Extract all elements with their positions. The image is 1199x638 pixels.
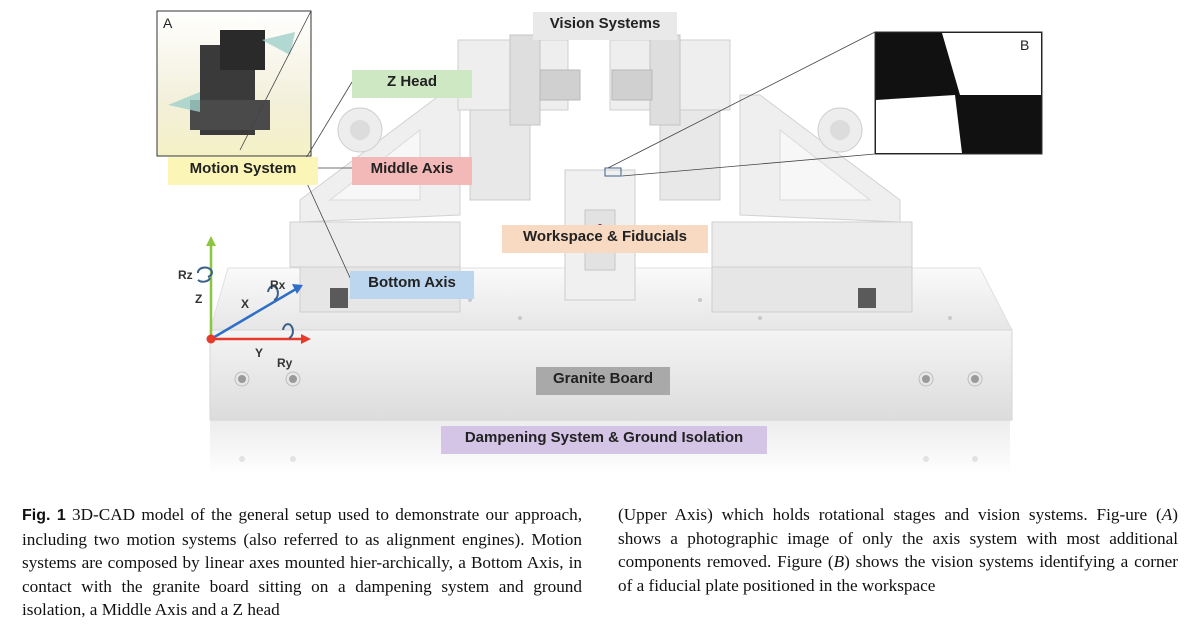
rotation-icons	[197, 266, 294, 339]
axis-label-z: Z	[195, 292, 203, 306]
axis-label-ry: Ry	[277, 356, 293, 370]
caption-italic-a: A	[1161, 505, 1173, 524]
caption-text-right-2: ) shows a photographic image of only the…	[618, 505, 1178, 572]
axis-label-y: Y	[255, 346, 264, 360]
axis-label-rz: Rz	[178, 268, 193, 282]
label-bottom-axis: Bottom Axis	[350, 271, 474, 299]
z-head-right-shape	[609, 34, 731, 201]
z-head-left-shape	[457, 34, 581, 201]
label-granite-board: Granite Board	[536, 367, 670, 395]
axis-label-rx: Rx	[270, 278, 286, 292]
inset-a-letter: A	[163, 15, 173, 31]
axis-label-x: X	[241, 297, 250, 311]
label-middle-axis: Middle Axis	[352, 157, 472, 185]
figure-number: Fig. 1	[22, 507, 66, 524]
inset-b-letter: B	[1020, 37, 1030, 53]
label-workspace: Workspace & Fiducials	[502, 225, 708, 253]
bottom-axis-right-shape	[711, 221, 913, 313]
caption-text-right-3: ) shows the vision systems identifying a…	[618, 552, 1178, 595]
inset-a	[156, 10, 312, 157]
label-motion-system: Motion System	[168, 157, 318, 185]
coordinate-axes	[206, 236, 311, 344]
caption-left-column: Fig. 1 3D-CAD model of the general setup…	[22, 503, 582, 622]
inset-b	[874, 31, 1043, 155]
caption-text-right-1: (Upper Axis) which holds rotational stag…	[618, 505, 1162, 524]
figure-image: Vision Systems Z Head Motion System Midd…	[156, 10, 1043, 475]
label-vision-systems: Vision Systems	[533, 12, 677, 40]
label-z-head: Z Head	[352, 70, 472, 98]
leader-lines	[239, 10, 876, 283]
caption-italic-b: B	[833, 552, 845, 572]
caption-right-column: (Upper Axis) which holds rotational stag…	[618, 503, 1178, 597]
caption-text-left: 3D-CAD model of the general setup used t…	[22, 505, 583, 620]
label-dampening: Dampening System & Ground Isolation	[441, 426, 767, 454]
